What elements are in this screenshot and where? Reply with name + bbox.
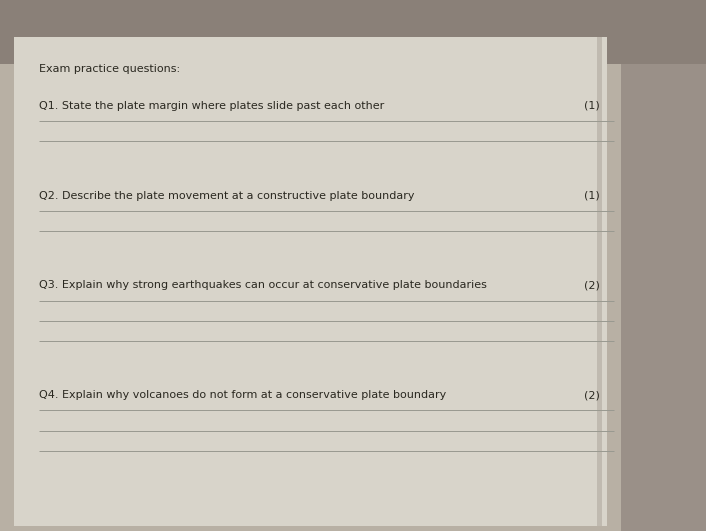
Bar [14,37,607,526]
Text: Q1. State the plate margin where plates slide past each other: Q1. State the plate margin where plates … [39,101,384,111]
Bar [0,0,706,64]
Text: (1): (1) [585,101,600,111]
Text: (2): (2) [585,280,600,290]
Text: Q2. Describe the plate movement at a constructive plate boundary: Q2. Describe the plate movement at a con… [39,191,414,201]
Bar [0,64,621,531]
Text: (1): (1) [585,191,600,201]
Text: Q4. Explain why volcanoes do not form at a conservative plate boundary: Q4. Explain why volcanoes do not form at… [39,390,446,400]
Text: (2): (2) [585,390,600,400]
Text: Exam practice questions:: Exam practice questions: [39,64,180,74]
Bar [597,37,602,526]
Bar [621,64,706,531]
Text: Q3. Explain why strong earthquakes can occur at conservative plate boundaries: Q3. Explain why strong earthquakes can o… [39,280,486,290]
